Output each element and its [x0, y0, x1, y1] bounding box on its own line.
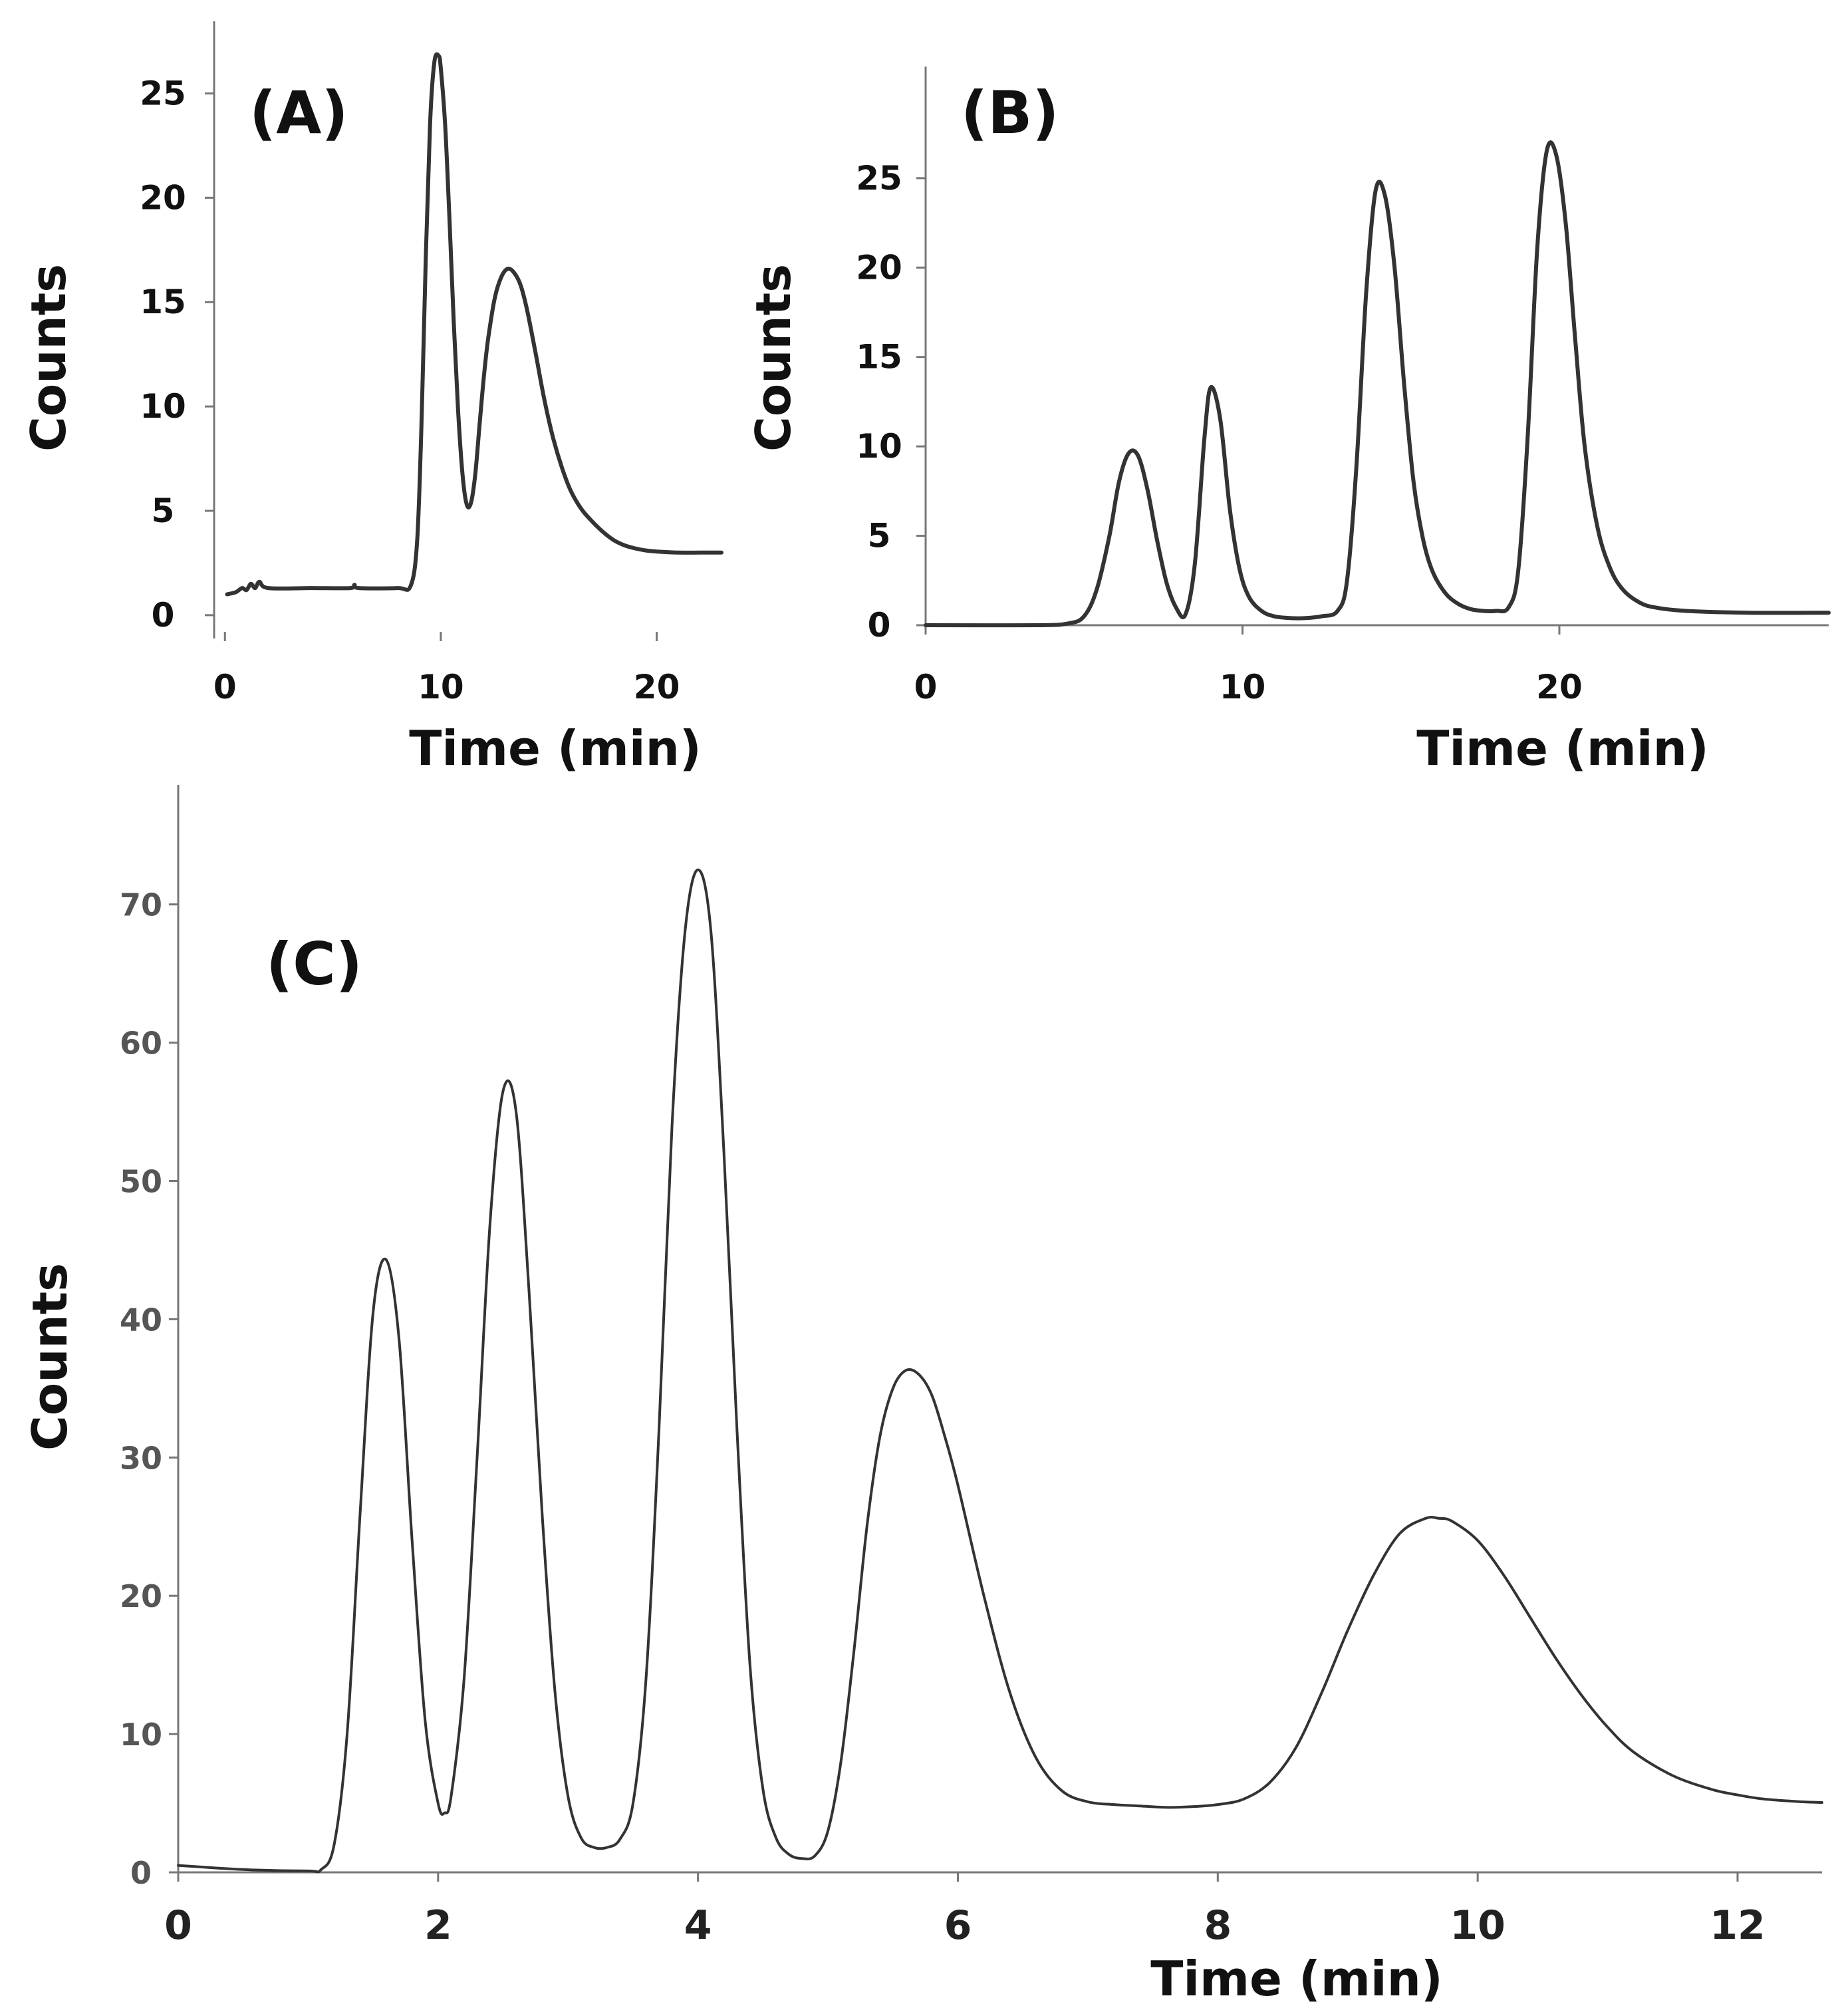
x-tick-label: 10 [1220, 668, 1266, 706]
panel-b-y-ticks: 0 5 10 15 20 25 [856, 159, 926, 645]
y-tick-label: 25 [856, 159, 902, 198]
y-tick-label: 60 [120, 1026, 162, 1062]
x-tick-label: 0 [164, 1902, 192, 1949]
y-tick-label: 10 [120, 1717, 162, 1753]
panel-c-label: (C) [266, 930, 362, 998]
x-tick-label: 10 [418, 668, 464, 706]
panel-b-chart: (B) Time (min) Counts 0 5 10 15 20 25 0 10 20 [745, 67, 1831, 776]
y-tick-label: 40 [120, 1302, 162, 1338]
y-tick-label: 5 [152, 492, 175, 530]
panel-c-y-axis-label: Counts [22, 1263, 78, 1451]
panel-b-label: (B) [961, 78, 1059, 147]
y-tick-label: 20 [120, 1578, 162, 1614]
panel-c-chart: (C) Time (min) Counts 0 10 20 30 40 50 60 70 0 2… [22, 785, 1823, 2007]
panel-a-x-axis-label: Time (min) [409, 720, 702, 776]
panel-a-y-ticks: 0 5 10 15 20 25 [140, 74, 214, 635]
panel-b-y-axis-label: Counts [745, 264, 801, 452]
panel-a-series-line [225, 52, 723, 597]
x-tick-label: 2 [424, 1902, 452, 1949]
x-tick-label: 8 [1204, 1902, 1232, 1949]
y-tick-label: 20 [140, 178, 186, 217]
x-tick-label: 0 [213, 668, 237, 706]
y-tick-label: 10 [856, 427, 902, 466]
panel-c-x-ticks: 0 2 4 6 8 10 12 [164, 1872, 1766, 1949]
y-tick-label: 5 [868, 517, 891, 555]
panel-b-x-ticks: 0 10 20 [914, 625, 1583, 706]
y-tick-label: 15 [856, 338, 902, 376]
panel-b-series-line [924, 140, 1831, 628]
x-tick-label: 20 [1536, 668, 1583, 706]
panel-a-y-axis-label: Counts [21, 264, 76, 452]
panel-a-chart: (A) Time (min) Counts 0 5 10 15 20 25 0 10 20 [21, 21, 723, 776]
y-tick-label: 25 [140, 74, 186, 112]
y-tick-label: 0 [152, 596, 175, 635]
y-tick-label: 10 [140, 387, 186, 426]
y-tick-label: 0 [130, 1855, 152, 1891]
x-tick-label: 20 [634, 668, 680, 706]
x-tick-label: 12 [1710, 1902, 1766, 1949]
x-tick-label: 6 [944, 1902, 972, 1949]
y-tick-label: 15 [140, 283, 186, 321]
y-tick-label: 30 [120, 1440, 162, 1476]
x-tick-label: 10 [1450, 1902, 1505, 1949]
panel-c-series-line [177, 868, 1823, 1874]
y-tick-label: 70 [120, 887, 162, 923]
x-tick-label: 4 [684, 1902, 712, 1949]
panel-a-x-ticks: 0 10 20 [213, 632, 680, 706]
panel-c-x-axis-label: Time (min) [1150, 1951, 1443, 2007]
panel-b-x-axis-label: Time (min) [1416, 720, 1709, 776]
y-tick-label: 50 [120, 1164, 162, 1200]
panel-a-label: (A) [249, 78, 348, 147]
x-tick-label: 0 [914, 668, 938, 706]
y-tick-label: 0 [868, 606, 891, 645]
y-tick-label: 20 [856, 248, 902, 287]
panel-c-y-ticks: 0 10 20 30 40 50 60 70 [120, 887, 178, 1891]
